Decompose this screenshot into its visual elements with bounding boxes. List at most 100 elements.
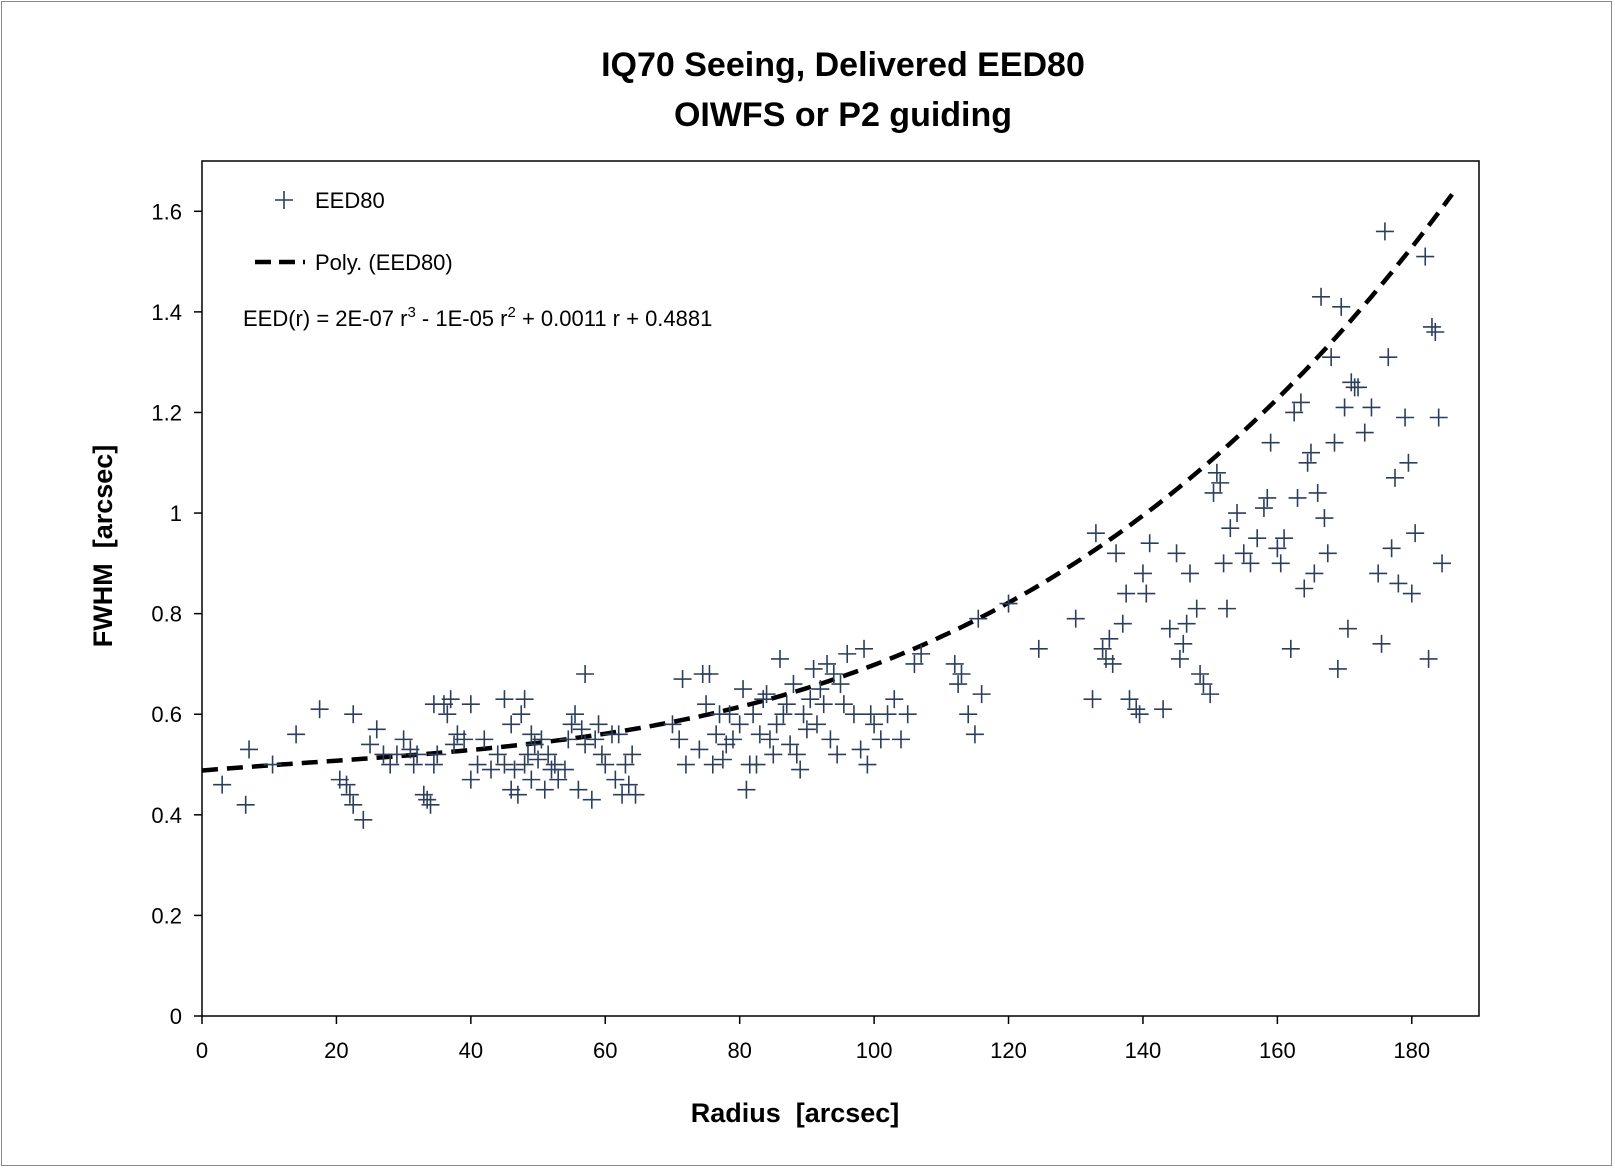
y-tick-label: 1.6 <box>151 199 182 224</box>
data-point <box>394 730 413 749</box>
data-point <box>952 665 971 683</box>
data-point <box>1228 504 1247 523</box>
data-point <box>703 755 722 774</box>
data-point <box>455 730 474 749</box>
data-point <box>1332 297 1351 316</box>
data-point <box>539 745 558 764</box>
y-tick-label: 1 <box>170 501 182 526</box>
y-tick-label: 1.2 <box>151 400 182 425</box>
data-point <box>760 730 779 749</box>
data-point <box>586 730 605 749</box>
data-point <box>1375 222 1394 241</box>
data-point <box>361 735 380 754</box>
data-point <box>387 745 406 764</box>
data-point <box>787 745 806 764</box>
data-point <box>811 680 830 699</box>
data-point <box>865 715 884 734</box>
data-point <box>1191 665 1210 683</box>
data-point <box>589 715 608 734</box>
data-point <box>532 730 551 749</box>
data-point <box>1379 348 1398 367</box>
data-point <box>1328 659 1347 678</box>
trendline <box>201 192 1454 773</box>
data-point <box>1133 564 1152 583</box>
trend-equation: EED(r) = 2E-07 r3 - 1E-05 r2 + 0.0011 r … <box>243 304 712 331</box>
x-tick-label: 60 <box>593 1038 617 1063</box>
data-point <box>807 715 826 734</box>
data-point <box>828 745 847 764</box>
data-point <box>744 705 763 724</box>
data-point <box>1127 700 1146 719</box>
data-point <box>764 745 783 764</box>
data-point <box>569 780 588 799</box>
data-point <box>1258 488 1277 507</box>
data-point <box>972 685 991 704</box>
data-point <box>676 755 695 774</box>
data-point <box>713 750 732 769</box>
data-point <box>1382 539 1401 558</box>
x-tick-label: 100 <box>856 1038 893 1063</box>
data-point <box>381 755 400 774</box>
data-point <box>213 775 232 794</box>
data-point <box>1093 639 1112 658</box>
data-point <box>838 644 857 663</box>
chart-subtitle: OIWFS or P2 guiding <box>674 96 1012 134</box>
data-point <box>1221 519 1240 538</box>
data-point <box>720 705 739 724</box>
data-point <box>502 715 521 734</box>
data-point <box>1137 584 1156 603</box>
x-tick-label: 140 <box>1125 1038 1162 1063</box>
data-point <box>545 755 564 774</box>
data-point <box>824 665 843 683</box>
data-point <box>1315 509 1334 528</box>
data-point <box>572 720 591 739</box>
data-point <box>777 695 796 714</box>
data-point <box>1207 463 1226 482</box>
data-point <box>1281 639 1300 658</box>
data-point <box>1338 619 1357 638</box>
data-point <box>1318 544 1337 563</box>
data-point <box>797 720 816 739</box>
x-tick-label: 160 <box>1259 1038 1296 1063</box>
data-point <box>555 760 574 779</box>
data-point <box>858 755 877 774</box>
data-point <box>1288 488 1307 507</box>
data-point <box>488 745 507 764</box>
data-point <box>495 755 514 774</box>
data-point <box>606 770 625 789</box>
data-point <box>767 715 786 734</box>
data-point <box>730 715 749 734</box>
data-point <box>344 705 363 724</box>
data-point <box>626 785 645 804</box>
x-tick-label: 180 <box>1393 1038 1430 1063</box>
y-axis-title: FWHM [arcsec] <box>88 445 118 648</box>
x-axis-title: Radius [arcsec] <box>691 1098 900 1128</box>
data-point <box>344 795 363 814</box>
data-point <box>310 700 329 719</box>
data-point <box>1349 378 1368 397</box>
data-point <box>821 730 840 749</box>
data-point <box>424 755 443 774</box>
data-point <box>549 770 568 789</box>
data-point <box>592 745 611 764</box>
data-point <box>287 725 306 744</box>
data-point <box>1254 499 1273 518</box>
data-point <box>1261 433 1280 452</box>
data-point <box>1429 408 1448 427</box>
data-point <box>781 735 800 754</box>
data-point <box>522 725 541 744</box>
data-point <box>734 680 753 699</box>
data-point <box>515 690 534 709</box>
data-point <box>834 695 853 714</box>
data-point <box>851 740 870 759</box>
data-point <box>1204 483 1223 502</box>
data-point <box>697 695 716 714</box>
data-point <box>529 750 548 769</box>
data-point <box>535 780 554 799</box>
data-point <box>1396 408 1415 427</box>
data-point <box>1322 348 1341 367</box>
data-point <box>1083 690 1102 709</box>
data-point <box>1355 423 1374 442</box>
